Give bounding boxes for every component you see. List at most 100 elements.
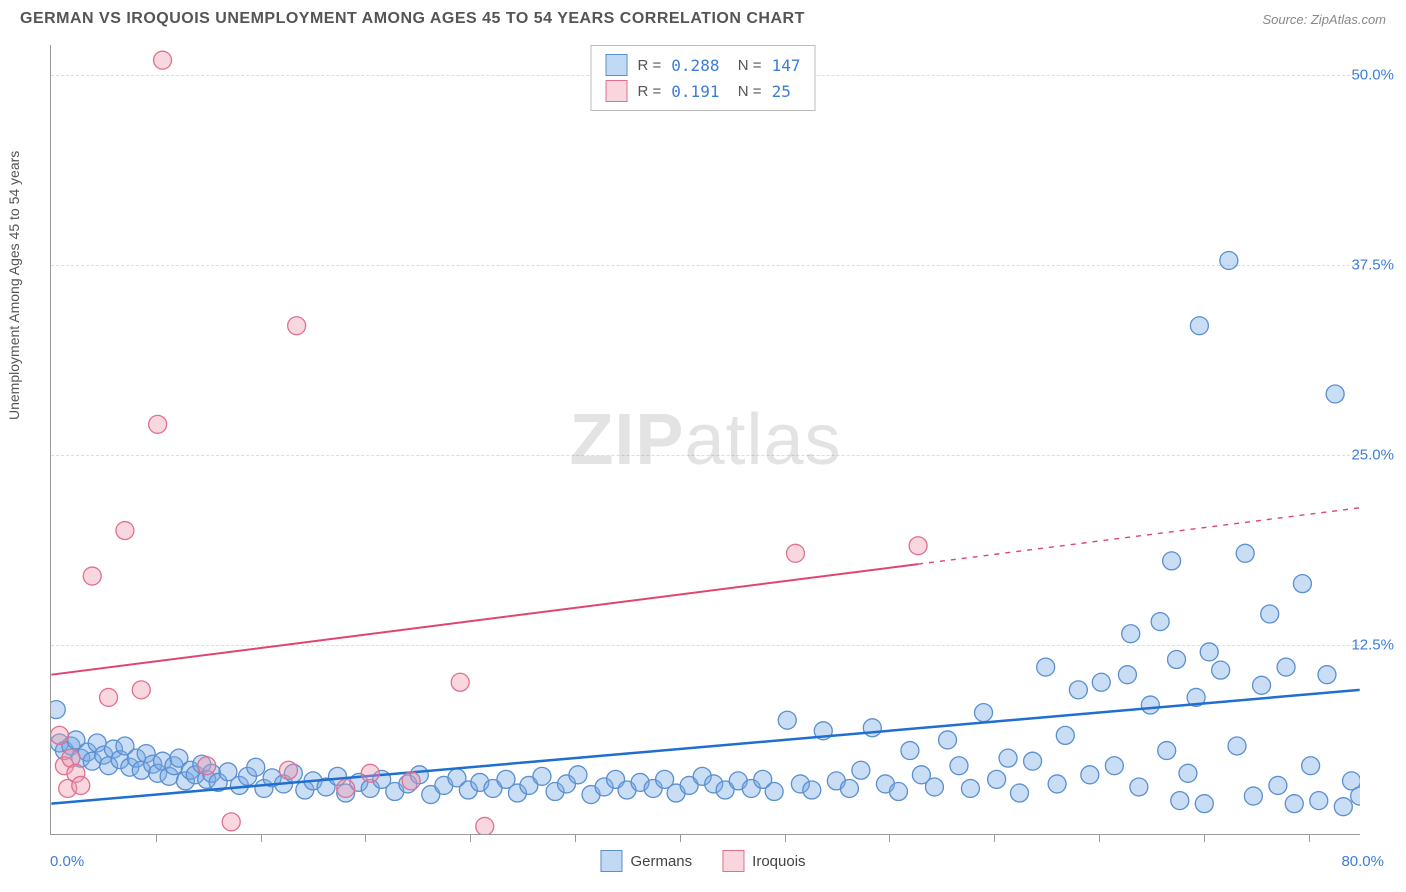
data-point — [569, 766, 587, 784]
x-minor-tick — [680, 834, 681, 842]
data-point — [765, 783, 783, 801]
data-point — [451, 673, 469, 691]
data-point — [1069, 681, 1087, 699]
data-point — [909, 537, 927, 555]
x-minor-tick — [365, 834, 366, 842]
data-point — [1200, 643, 1218, 661]
chart-plot-area: ZIPatlas — [50, 45, 1360, 835]
data-point — [1277, 658, 1295, 676]
data-point — [100, 688, 118, 706]
legend-r-value: 0.191 — [671, 82, 719, 101]
data-point — [476, 817, 494, 834]
chart-title: GERMAN VS IROQUOIS UNEMPLOYMENT AMONG AG… — [20, 10, 805, 28]
correlation-legend: R = 0.288 N = 147R = 0.191 N = 25 — [591, 45, 816, 111]
data-point — [1179, 764, 1197, 782]
data-point — [889, 783, 907, 801]
data-point — [402, 772, 420, 790]
data-point — [279, 761, 297, 779]
data-point — [988, 770, 1006, 788]
data-point — [1105, 757, 1123, 775]
legend-n-value: 25 — [772, 82, 791, 101]
x-axis-max-label: 80.0% — [1341, 853, 1384, 870]
legend-swatch — [722, 850, 744, 872]
legend-n-label: N = — [729, 83, 761, 100]
data-point — [222, 813, 240, 831]
data-point — [1220, 251, 1238, 269]
data-point — [1326, 385, 1344, 403]
data-point — [337, 779, 355, 797]
data-point — [1244, 787, 1262, 805]
legend-series-label: Iroquois — [752, 853, 805, 870]
data-point — [863, 719, 881, 737]
data-point — [1163, 552, 1181, 570]
x-minor-tick — [261, 834, 262, 842]
data-point — [1118, 666, 1136, 684]
x-minor-tick — [575, 834, 576, 842]
data-point — [149, 415, 167, 433]
source-label: Source: ZipAtlas.com — [1262, 12, 1386, 27]
trend-line-extrapolated — [918, 508, 1360, 564]
legend-n-value: 147 — [772, 56, 801, 75]
data-point — [1056, 726, 1074, 744]
data-point — [786, 544, 804, 562]
data-point — [1261, 605, 1279, 623]
data-point — [939, 731, 957, 749]
legend-series-label: Germans — [630, 853, 692, 870]
data-point — [1236, 544, 1254, 562]
data-point — [999, 749, 1017, 767]
data-point — [1293, 575, 1311, 593]
data-point — [1195, 795, 1213, 813]
data-point — [533, 767, 551, 785]
x-minor-tick — [889, 834, 890, 842]
x-minor-tick — [1309, 834, 1310, 842]
data-point — [975, 704, 993, 722]
trend-line — [51, 564, 918, 675]
x-minor-tick — [1099, 834, 1100, 842]
data-point — [950, 757, 968, 775]
series-legend: Germans Iroquois — [600, 850, 805, 872]
legend-item: Iroquois — [722, 850, 805, 872]
data-point — [925, 778, 943, 796]
legend-row: R = 0.191 N = 25 — [606, 78, 801, 104]
x-minor-tick — [785, 834, 786, 842]
data-point — [288, 317, 306, 335]
legend-item: Germans — [600, 850, 692, 872]
data-point — [803, 781, 821, 799]
data-point — [1171, 792, 1189, 810]
data-point — [1269, 776, 1287, 794]
data-point — [1081, 766, 1099, 784]
data-point — [1037, 658, 1055, 676]
data-point — [72, 776, 90, 794]
data-point — [116, 522, 134, 540]
data-point — [1168, 651, 1186, 669]
data-point — [1334, 798, 1352, 816]
data-point — [852, 761, 870, 779]
x-minor-tick — [156, 834, 157, 842]
data-point — [198, 757, 216, 775]
data-point — [901, 742, 919, 760]
x-axis-min-label: 0.0% — [50, 853, 84, 870]
legend-row: R = 0.288 N = 147 — [606, 52, 801, 78]
data-point — [840, 779, 858, 797]
x-minor-tick — [994, 834, 995, 842]
data-point — [1024, 752, 1042, 770]
data-point — [1318, 666, 1336, 684]
legend-r-value: 0.288 — [671, 56, 719, 75]
data-point — [361, 764, 379, 782]
data-point — [1158, 742, 1176, 760]
data-point — [1253, 676, 1271, 694]
legend-r-label: R = — [638, 57, 662, 74]
data-point — [1048, 775, 1066, 793]
legend-swatch — [606, 54, 628, 76]
data-point — [51, 726, 68, 744]
data-point — [1302, 757, 1320, 775]
legend-n-label: N = — [729, 57, 761, 74]
data-point — [1141, 696, 1159, 714]
x-minor-tick — [470, 834, 471, 842]
legend-swatch — [600, 850, 622, 872]
scatter-plot-svg — [51, 45, 1360, 834]
data-point — [778, 711, 796, 729]
legend-r-label: R = — [638, 83, 662, 100]
data-point — [1092, 673, 1110, 691]
data-point — [1285, 795, 1303, 813]
